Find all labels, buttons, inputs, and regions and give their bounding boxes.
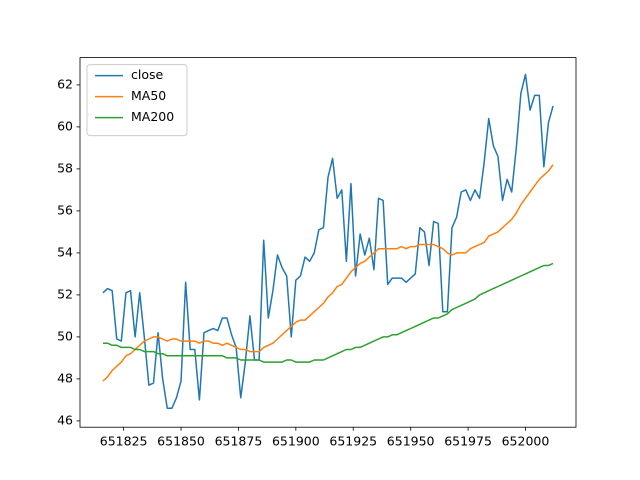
- y-tick-label: 48: [57, 370, 73, 385]
- legend-label: MA50: [131, 88, 166, 103]
- x-tick-label: 651875: [215, 434, 263, 449]
- legend-label: close: [131, 67, 164, 82]
- x-tick-label: 651925: [329, 434, 377, 449]
- y-tick-label: 52: [57, 286, 73, 301]
- y-tick-label: 56: [57, 202, 73, 217]
- plot-frame: [79, 57, 577, 428]
- x-tick-label: 652000: [502, 434, 550, 449]
- x-tick-label: 651975: [444, 434, 492, 449]
- y-tick-label: 58: [57, 160, 73, 175]
- y-tick-label: 50: [57, 328, 73, 343]
- x-tick-label: 651950: [387, 434, 435, 449]
- y-tick-label: 60: [57, 118, 73, 133]
- y-tick-label: 54: [57, 244, 73, 259]
- y-tick-label: 46: [57, 412, 73, 427]
- x-tick-label: 651900: [272, 434, 320, 449]
- legend-label: MA200: [131, 109, 174, 124]
- line-series: [102, 73, 554, 410]
- x-tick-label: 651850: [157, 434, 205, 449]
- line-series: [102, 262, 554, 363]
- x-tick-label: 651825: [100, 434, 148, 449]
- line-series: [102, 164, 554, 382]
- legend: close MA50 MA200: [86, 64, 188, 137]
- y-tick-label: 62: [57, 76, 73, 91]
